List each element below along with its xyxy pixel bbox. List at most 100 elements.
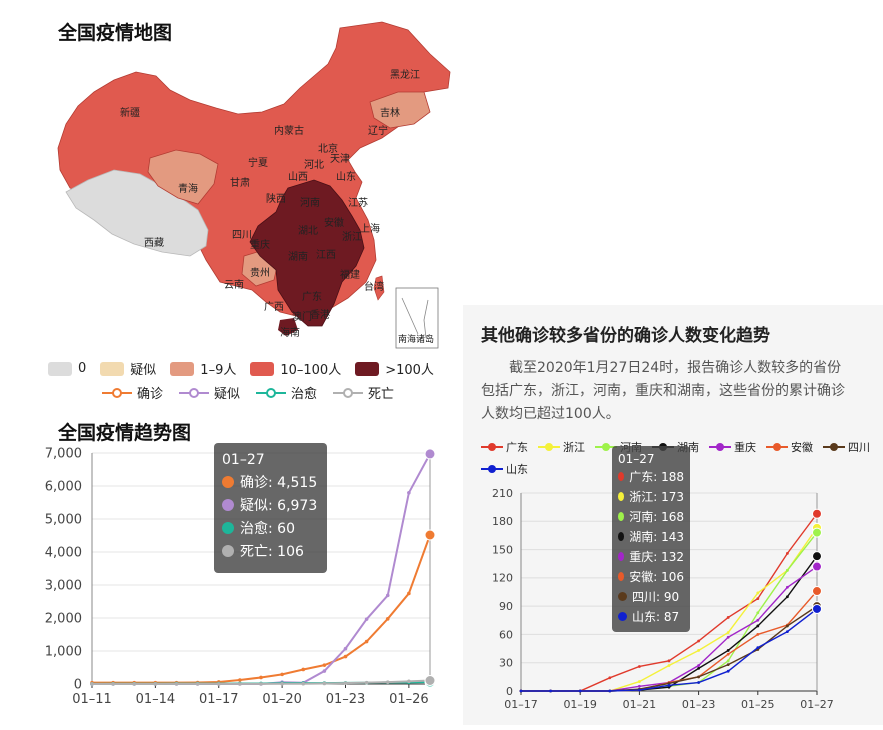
data-point[interactable] [756,618,760,622]
data-point[interactable] [697,675,700,679]
data-point[interactable] [322,663,327,667]
map-region-severe[interactable] [249,179,365,327]
y-tick-label: 7,000 [45,447,82,462]
map-label: 西藏 [144,237,164,249]
data-point[interactable] [364,617,369,621]
data-point[interactable] [608,689,612,693]
legend-swatch [250,361,275,376]
data-point[interactable] [786,585,789,589]
data-point[interactable] [216,682,221,686]
tooltip-row: 河南: 168 [618,508,684,525]
map-region-jilin[interactable] [369,91,431,129]
legend-label: 山东 [506,463,528,476]
map-label: 重庆 [250,238,270,251]
data-point[interactable] [812,551,822,562]
data-point[interactable] [812,586,822,597]
map-label: 四川 [232,230,252,241]
data-point[interactable] [667,683,671,687]
data-point[interactable] [786,551,789,555]
data-point[interactable] [726,616,730,619]
data-point[interactable] [638,684,641,688]
x-tick-label: 01–11 [72,692,112,707]
map-label: 香港 [310,309,330,321]
data-point[interactable] [322,669,327,673]
data-point[interactable] [238,682,242,686]
data-point[interactable] [756,597,760,600]
data-point[interactable] [519,689,523,693]
data-point[interactable] [697,666,700,670]
data-point[interactable] [756,646,760,650]
map-region-qinghai[interactable] [147,149,219,205]
data-point[interactable] [697,649,700,652]
data-point[interactable] [385,593,390,598]
legend-label: 广东 [506,441,528,454]
map-label: 上海 [360,222,380,235]
data-point[interactable] [697,681,700,684]
map-region-tibet[interactable] [65,169,209,257]
data-point[interactable] [343,646,348,651]
data-point[interactable] [697,664,700,667]
data-point[interactable] [726,652,730,656]
data-point[interactable] [786,630,789,633]
data-point[interactable] [407,490,411,495]
data-point[interactable] [667,664,671,667]
data-point[interactable] [280,672,284,677]
data-point[interactable] [726,663,730,666]
data-point[interactable] [259,682,263,686]
y-tick-label: 210 [492,487,513,500]
data-point[interactable] [407,591,411,596]
data-point[interactable] [667,659,671,663]
data-point[interactable] [756,611,760,615]
data-point[interactable] [726,635,730,639]
data-point[interactable] [812,508,822,519]
map-region-hainan[interactable] [278,318,298,336]
data-point[interactable] [364,680,369,685]
data-point[interactable] [424,448,436,460]
legend-line-marker [481,442,503,452]
map-region-taiwan[interactable] [373,275,385,301]
province-legend-item: 四川 [823,439,870,455]
data-point[interactable] [756,624,760,628]
data-point[interactable] [549,689,552,693]
data-point[interactable] [322,681,327,686]
data-point[interactable] [407,679,411,684]
data-point[interactable] [132,682,137,686]
data-point[interactable] [812,603,822,614]
data-point[interactable] [280,682,284,686]
data-point[interactable] [343,654,348,659]
data-point[interactable] [364,639,369,644]
data-point[interactable] [638,680,641,683]
data-point[interactable] [786,624,789,628]
data-point[interactable] [385,680,390,684]
data-point[interactable] [726,631,730,634]
data-point[interactable] [153,682,158,686]
data-point[interactable] [756,633,760,636]
data-point[interactable] [90,682,94,686]
data-point[interactable] [638,665,641,668]
data-point[interactable] [424,529,436,541]
data-point[interactable] [111,682,115,686]
data-point[interactable] [343,681,348,685]
map-legend-item: 疑似 [100,359,156,378]
y-tick-label: 90 [499,600,513,613]
data-point[interactable] [756,591,760,595]
data-point[interactable] [812,527,822,538]
data-point[interactable] [195,682,200,686]
data-point[interactable] [259,675,263,680]
data-point[interactable] [301,681,306,686]
data-point[interactable] [385,617,390,621]
data-point[interactable] [578,689,582,693]
data-point[interactable] [812,561,822,572]
data-point[interactable] [608,676,612,680]
data-point[interactable] [638,688,641,692]
data-point[interactable] [301,667,306,672]
data-point[interactable] [174,682,179,686]
data-point[interactable] [786,568,789,572]
data-point[interactable] [238,678,242,682]
data-point[interactable] [424,675,436,687]
data-point[interactable] [697,639,700,643]
data-point[interactable] [726,649,730,652]
data-point[interactable] [726,669,730,673]
data-point[interactable] [726,659,730,663]
data-point[interactable] [786,595,789,599]
